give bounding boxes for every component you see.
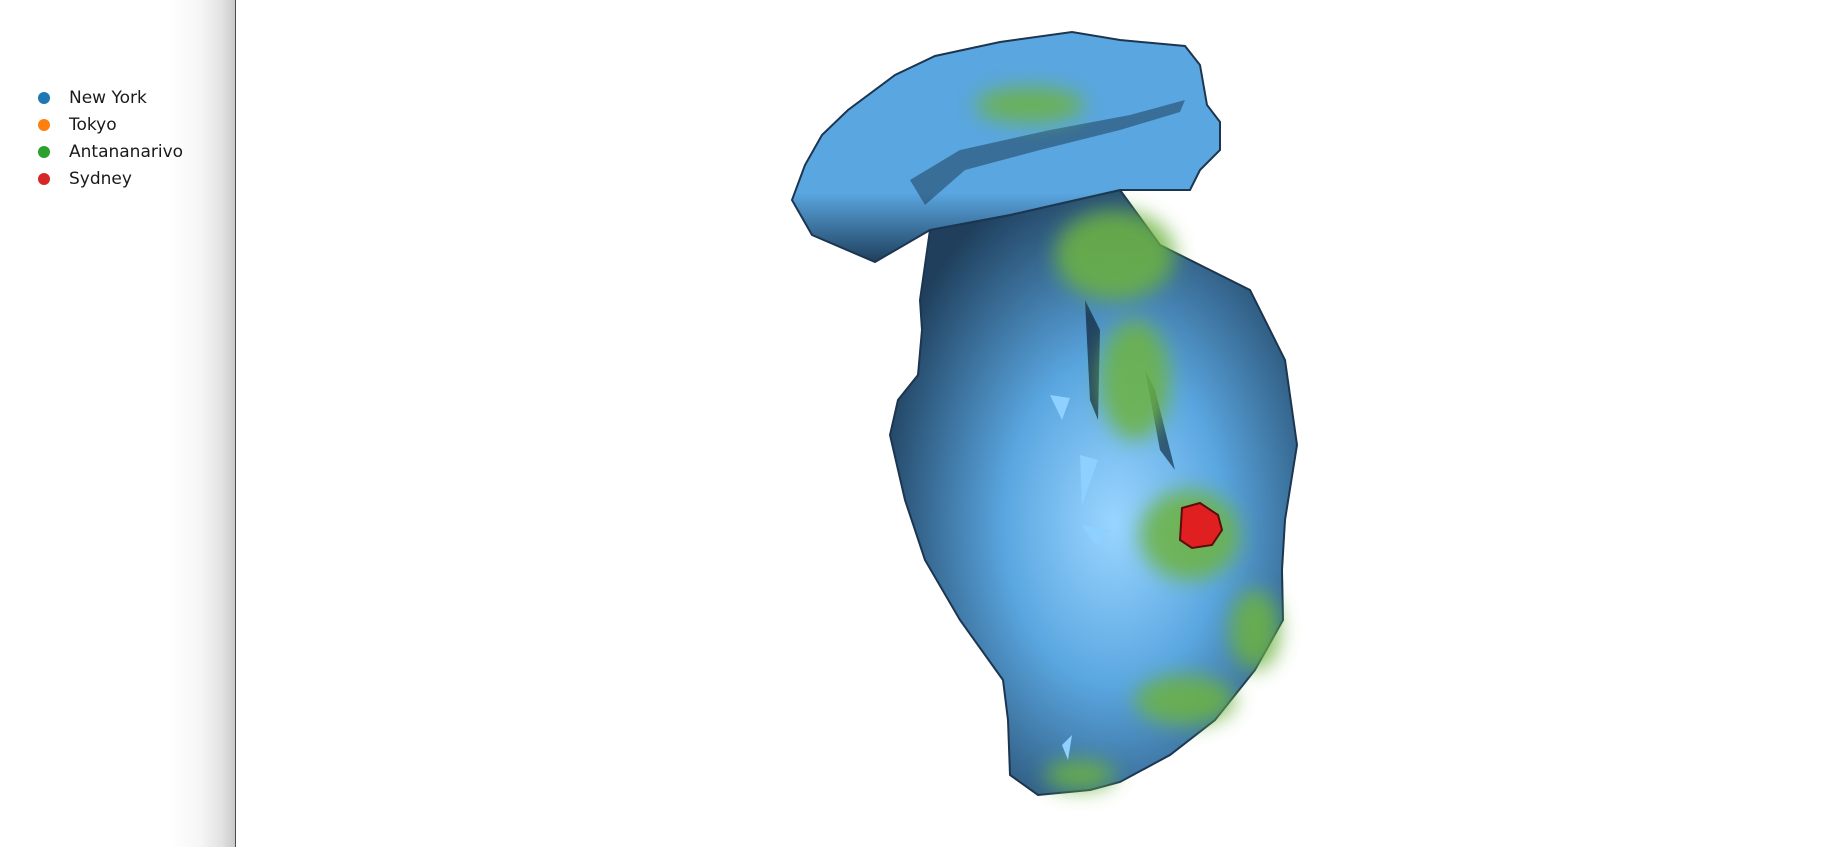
mesh-crease — [1085, 300, 1100, 420]
legend-dot-icon — [38, 91, 50, 104]
legend-item-sydney[interactable]: Sydney — [38, 165, 183, 192]
legend-dot-icon — [38, 145, 50, 158]
mesh-highlight-facets — [1050, 395, 1110, 760]
legend-label: New York — [69, 87, 147, 108]
legend-item-tokyo[interactable]: Tokyo — [38, 111, 183, 138]
legend-item-new-york[interactable]: New York — [38, 84, 183, 111]
3d-scene[interactable] — [236, 0, 1830, 847]
legend-label: Sydney — [69, 168, 132, 189]
3d-viewport[interactable] — [236, 0, 1830, 847]
legend-panel: New York Tokyo Antananarivo Sydney — [0, 0, 235, 847]
panel-divider[interactable] — [235, 0, 236, 847]
legend: New York Tokyo Antananarivo Sydney — [38, 84, 183, 192]
mesh-crease — [910, 100, 1185, 205]
legend-dot-icon — [38, 172, 50, 185]
legend-label: Antananarivo — [69, 141, 184, 162]
mesh-body[interactable] — [888, 188, 1299, 797]
legend-label: Tokyo — [69, 114, 117, 135]
sydney-marker[interactable] — [1178, 501, 1224, 550]
legend-item-antananarivo[interactable]: Antananarivo — [38, 138, 183, 165]
legend-dot-icon — [38, 118, 50, 131]
